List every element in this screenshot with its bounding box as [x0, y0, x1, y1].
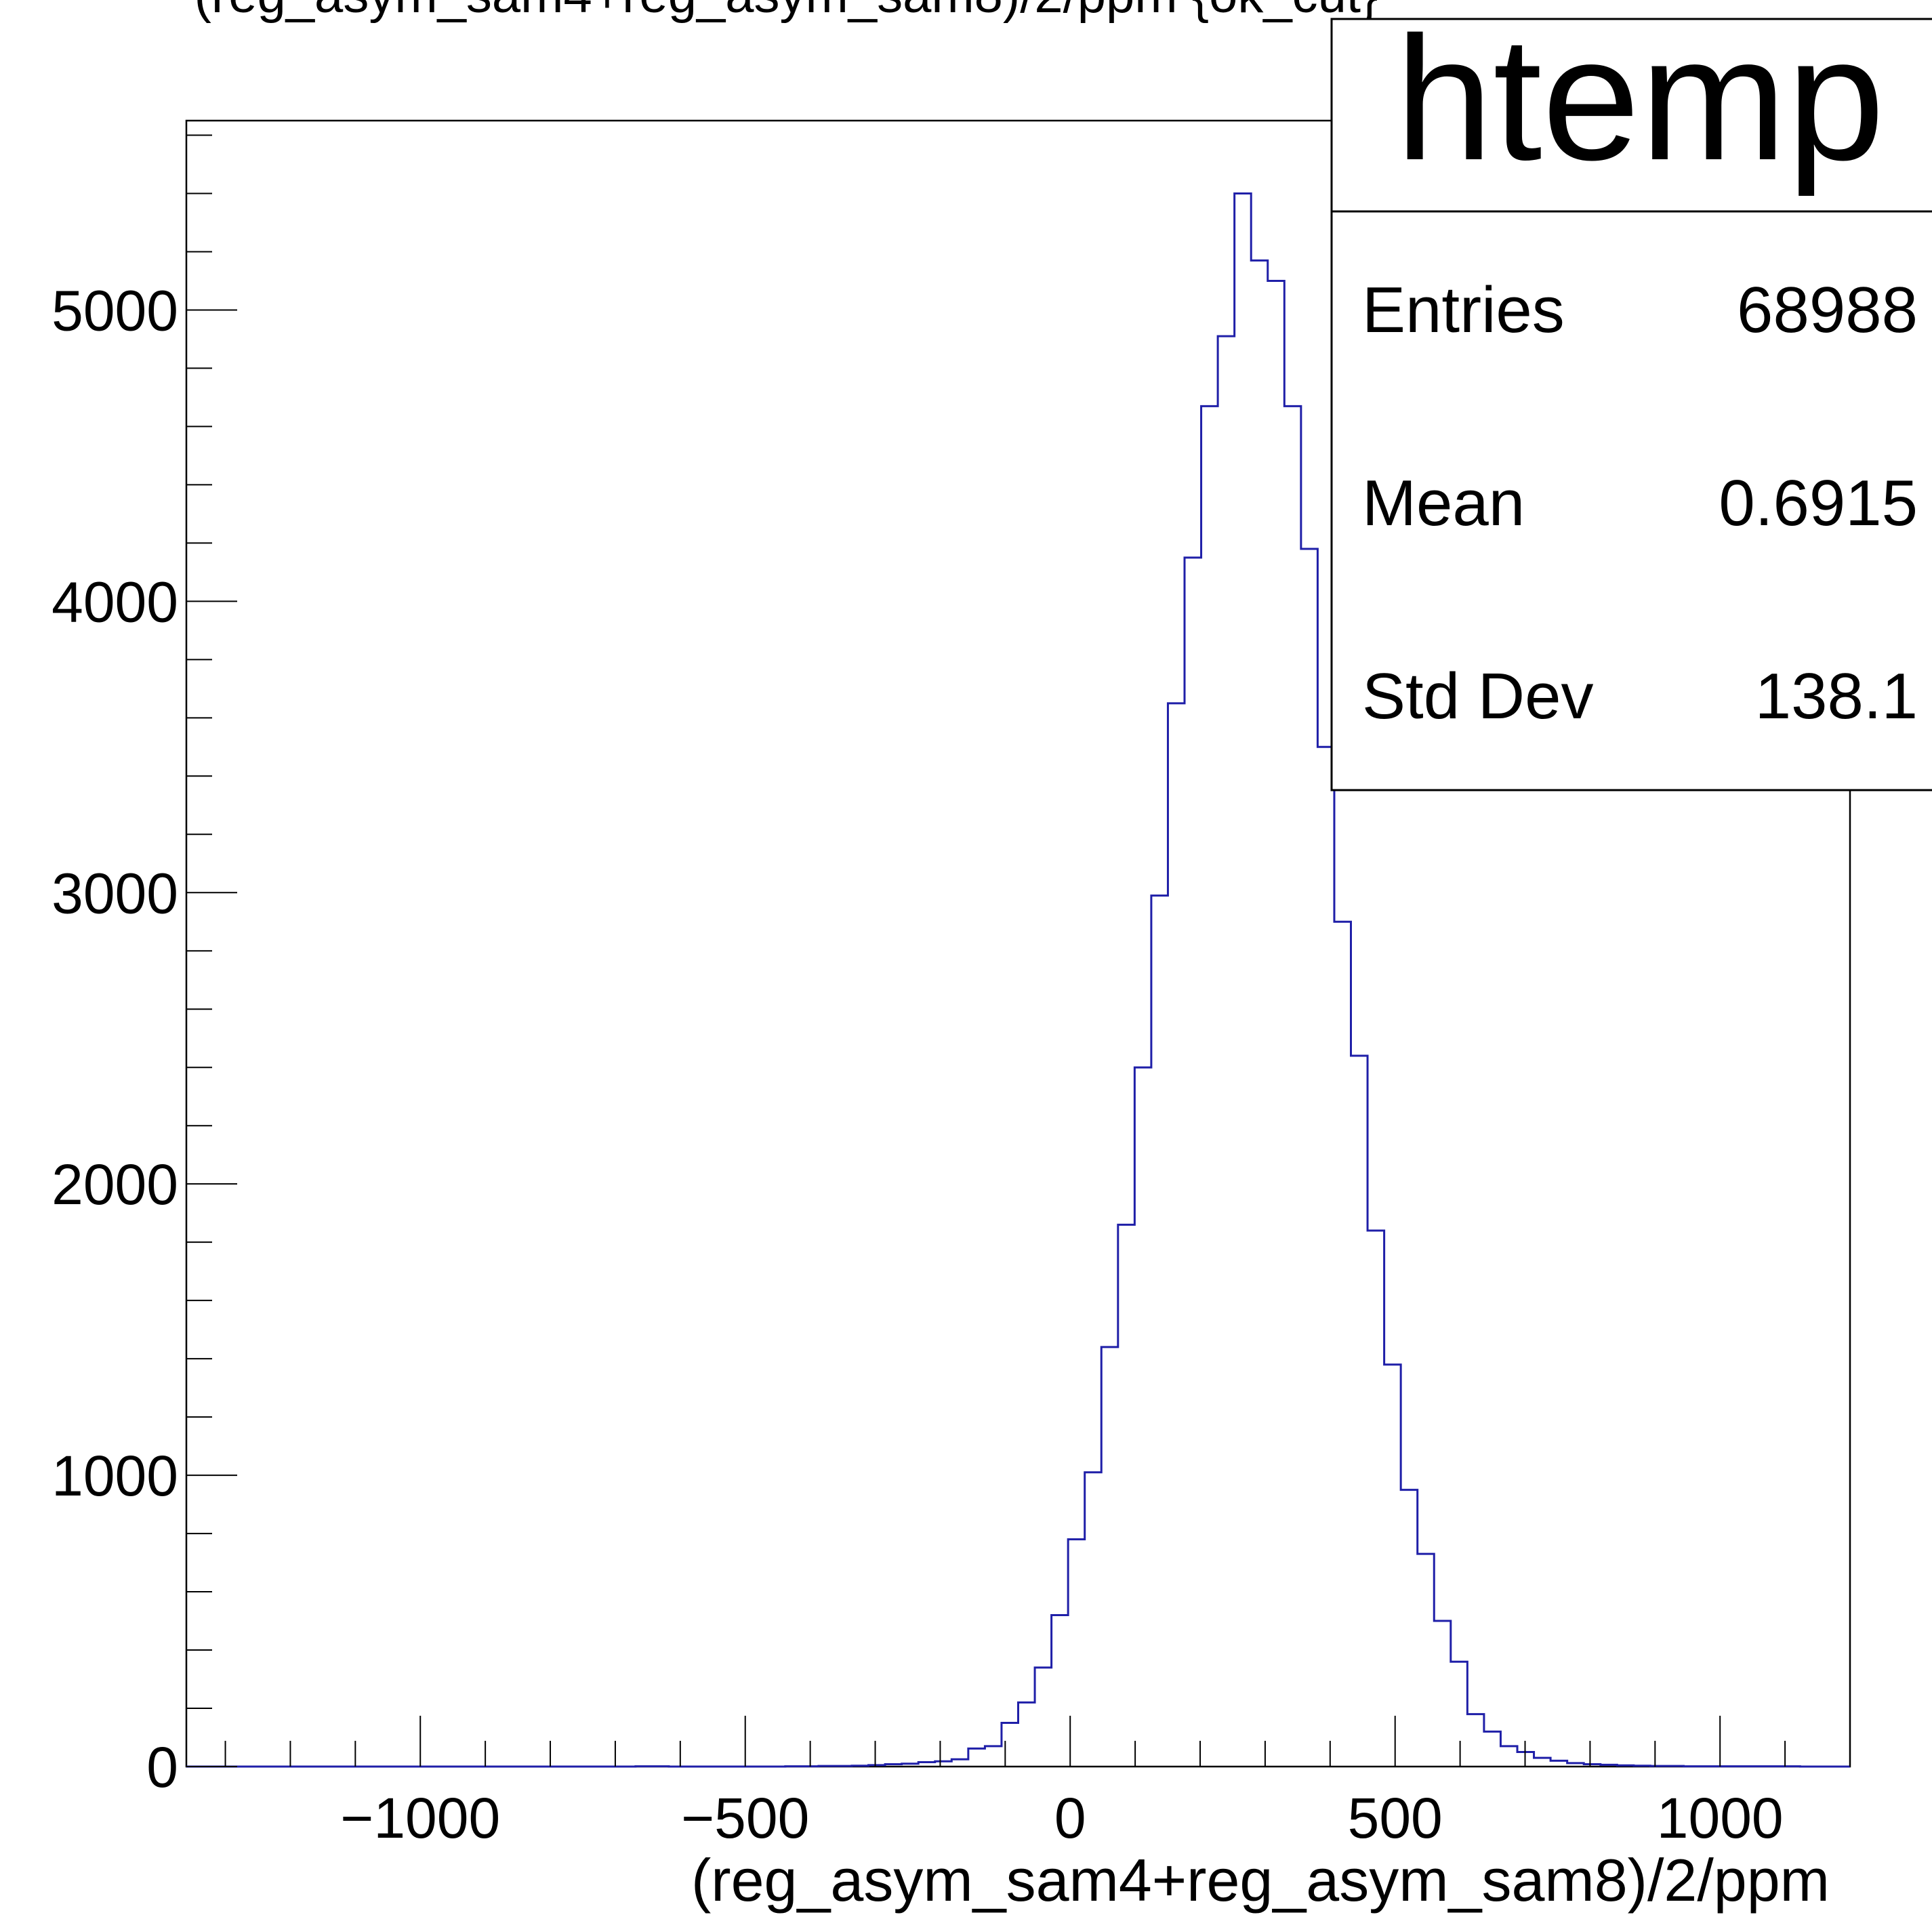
x-tick-label: 0 [1054, 1786, 1086, 1850]
stats-stddev-value: 138.1 [1755, 660, 1918, 733]
axes [185, 119, 1851, 1768]
axis-tick-labels: −1000 −500 0 500 1000 0 1000 2000 3000 4000 5000 [52, 279, 1784, 1850]
stats-box-frame [1330, 18, 1932, 791]
stats-entries-label: Entries [1362, 274, 1565, 346]
x-tick-label: −500 [681, 1786, 809, 1850]
stats-box-title: htemp [1395, 1, 1885, 198]
y-tick-label: 0 [146, 1735, 178, 1799]
x-tick-label: −1000 [340, 1786, 500, 1850]
stats-mean-value: 0.6915 [1719, 467, 1918, 539]
histogram-series [186, 192, 1850, 1768]
y-tick-label: 4000 [52, 570, 178, 634]
y-tick-label: 1000 [52, 1444, 178, 1508]
y-tick-label: 3000 [52, 861, 178, 925]
y-tick-label: 2000 [52, 1153, 178, 1216]
chart-title: (reg_asym_sam4+reg_asym_sam8)/2/ppm {ok_… [194, 0, 1378, 24]
axis-ticks [186, 134, 1851, 1767]
stats-stddev-label: Std Dev [1362, 660, 1593, 733]
plot-frame [185, 119, 1851, 1768]
stats-box: htemp Entries 68988 Mean 0.6915 Std Dev … [1330, 1, 1932, 791]
y-tick-label: 5000 [52, 279, 178, 342]
x-axis-title: (reg_asym_sam4+reg_asym_sam8)/2/ppm [691, 1847, 1830, 1914]
stats-entries-value: 68988 [1737, 274, 1918, 346]
stats-mean-label: Mean [1362, 467, 1525, 539]
x-tick-label: 500 [1348, 1786, 1443, 1850]
x-tick-label: 1000 [1657, 1786, 1784, 1850]
